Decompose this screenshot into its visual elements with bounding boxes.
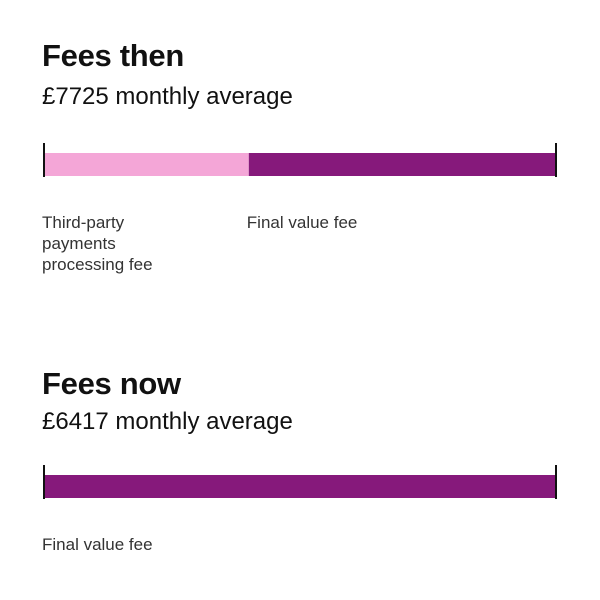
fees-then-title: Fees then <box>42 38 185 73</box>
fees-then-segment-0 <box>44 153 249 176</box>
fees-now-title: Fees now <box>42 366 181 401</box>
fees-now-segment-0 <box>44 475 556 498</box>
fees-then-bar <box>43 143 557 177</box>
fees-now-bar <box>43 465 557 499</box>
fees-then-segment-label-1: Final value fee <box>246 213 358 232</box>
fees-then-segment-1 <box>248 153 557 176</box>
fees-then-segment-label-0: Third-party payments processing fee <box>42 213 153 274</box>
fees-then-subtitle: £7725 monthly average <box>42 83 293 110</box>
fees-now-segment-label-0: Final value fee <box>42 535 153 554</box>
fees-now-subtitle: £6417 monthly average <box>42 408 293 435</box>
